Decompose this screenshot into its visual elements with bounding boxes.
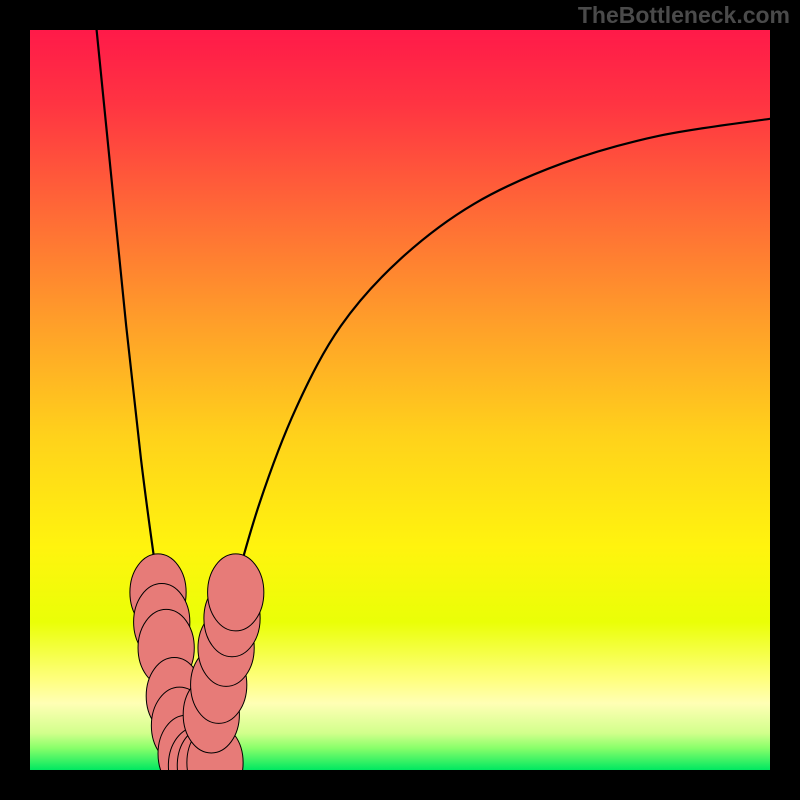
data-marker (208, 554, 264, 631)
plot-area (30, 30, 770, 770)
plot-svg (30, 30, 770, 770)
watermark-text: TheBottleneck.com (578, 2, 790, 29)
chart-frame: TheBottleneck.com (0, 0, 800, 800)
